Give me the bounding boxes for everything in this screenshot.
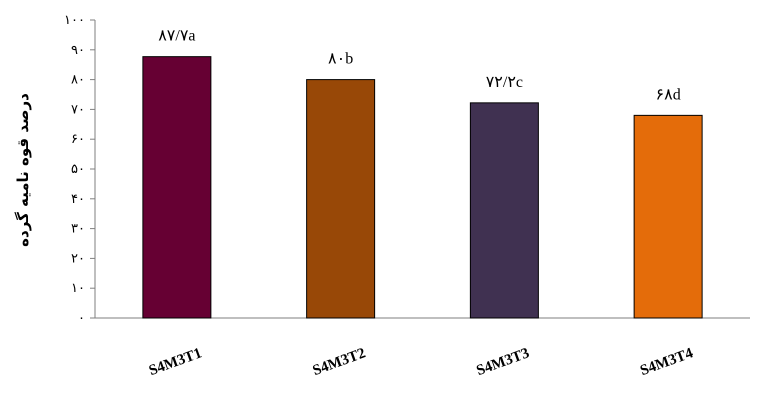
x-tick-label-s4m3t2: S4M3T2 — [311, 345, 368, 379]
x-tick-label-s4m3t4: S4M3T4 — [638, 345, 696, 379]
y-tick-label: ۱۰ — [71, 281, 85, 296]
bar-s4m3t3 — [469, 102, 539, 319]
data-label-s4m3t4: ۶۸d — [656, 86, 681, 103]
x-tick-label-s4m3t3: S4M3T3 — [474, 345, 531, 379]
y-axis: ۰ ۱۰ ۲۰ ۳۰ ۴۰ ۵۰ ۶۰ ۷۰ ۸۰ ۹۰ ۱۰۰ — [64, 13, 96, 326]
bar-s4m3t2 — [306, 79, 376, 319]
y-tick-label: ۱۰۰ — [64, 13, 85, 28]
y-axis-label: درصد قوه نامیه گرده — [14, 93, 32, 247]
y-tick-label: ۷۰ — [71, 102, 85, 117]
bar-s4m3t4 — [633, 114, 703, 319]
x-axis: S4M3T1 S4M3T2 S4M3T3 S4M3T4 — [95, 317, 750, 379]
data-label-s4m3t3: ۷۲/۲c — [486, 74, 523, 91]
y-tick-label: ۴۰ — [71, 192, 85, 207]
y-tick-label: ۵۰ — [71, 162, 85, 177]
y-tick-label: ۳۰ — [71, 222, 85, 237]
bar-s4m3t1 — [142, 56, 212, 319]
y-tick-label: ۹۰ — [71, 43, 85, 58]
y-tick-label: ۸۰ — [71, 73, 85, 88]
bars — [142, 56, 703, 319]
data-label-s4m3t2: ۸۰b — [328, 51, 353, 68]
y-tick-label: ۰ — [78, 311, 85, 326]
y-tick-label: ۲۰ — [71, 251, 85, 266]
data-label-s4m3t1: ۸۷/۷a — [158, 28, 195, 45]
data-labels: ۸۷/۷a ۸۰b ۷۲/۲c ۶۸d — [158, 28, 681, 104]
x-tick-label-s4m3t1: S4M3T1 — [147, 345, 204, 379]
y-tick-label: ۶۰ — [71, 132, 85, 147]
